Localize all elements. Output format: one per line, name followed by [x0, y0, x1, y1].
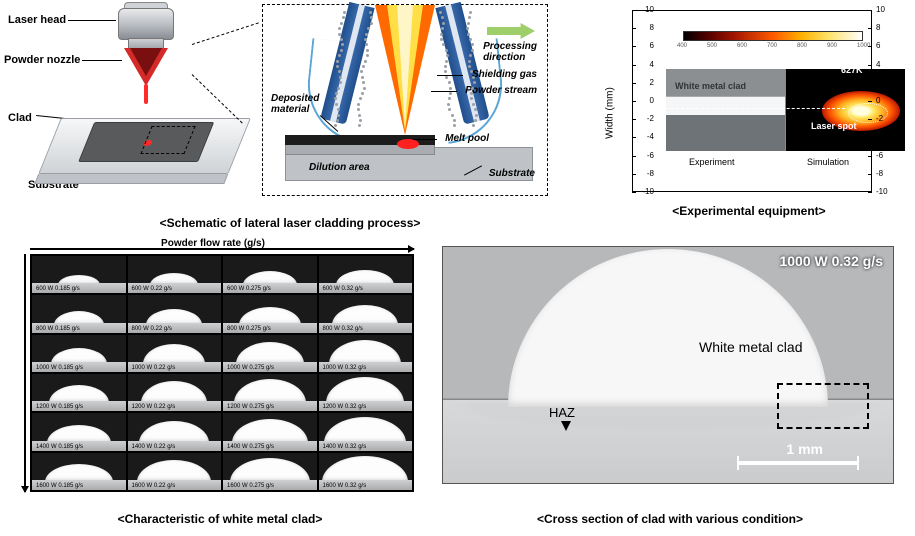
detail-melt-pool	[397, 139, 419, 149]
grid-cell: 1200 W 0.275 g/s	[223, 374, 317, 411]
scale-bar	[737, 461, 857, 465]
label-processing-direction: Processing direction	[483, 41, 537, 63]
grid-cell: 1400 W 0.275 g/s	[223, 413, 317, 450]
label-powder-stream: Powder stream	[465, 85, 537, 96]
grid-cell: 1600 W 0.32 g/s	[319, 453, 413, 490]
grid-cell: 1000 W 0.22 g/s	[128, 335, 222, 372]
micro-caption: <Cross section of clad with various cond…	[500, 512, 840, 526]
grid-cell: 800 W 0.32 g/s	[319, 295, 413, 332]
scale-bar-end	[737, 456, 739, 470]
grid-cells: 600 W 0.185 g/s600 W 0.22 g/s600 W 0.275…	[30, 254, 414, 492]
substrate-plate	[32, 100, 258, 190]
label-powder-nozzle: Powder nozzle	[4, 54, 80, 66]
grid-cell: 800 W 0.275 g/s	[223, 295, 317, 332]
schematic-caption: <Schematic of lateral laser cladding pro…	[100, 216, 480, 230]
expplot-panel: Width (mm) White metal clad 627K Laser s…	[600, 4, 898, 222]
schematic-panel: Laser head Powder nozzle Clad Substrate	[6, 4, 556, 222]
label-substrate-detail: Substrate	[489, 168, 535, 179]
grid-cell: 1400 W 0.22 g/s	[128, 413, 222, 450]
leader	[431, 91, 457, 92]
colorbar	[683, 31, 863, 41]
x-axis-arrow	[30, 248, 414, 250]
label-shielding-gas: Shielding gas	[472, 69, 537, 80]
label-deposited-material: Deposited material	[271, 93, 319, 115]
haz-arrow-icon	[561, 421, 571, 431]
grid-cell: 1400 W 0.185 g/s	[32, 413, 126, 450]
grid-cell: 800 W 0.22 g/s	[128, 295, 222, 332]
grid-cell: 1200 W 0.32 g/s	[319, 374, 413, 411]
laser-head-body	[118, 8, 174, 40]
grid-cell: 1000 W 0.275 g/s	[223, 335, 317, 372]
label-clad: Clad	[8, 112, 32, 124]
grid-cell: 600 W 0.275 g/s	[223, 256, 317, 293]
schematic-detail: Deposited material Dilution area Shieldi…	[262, 4, 548, 196]
grid-cell: 1000 W 0.185 g/s	[32, 335, 126, 372]
expplot-caption: <Experimental equipment>	[624, 204, 874, 218]
grid-cell: 600 W 0.185 g/s	[32, 256, 126, 293]
y-axis-arrow	[24, 254, 26, 492]
grid-panel: Powder flow rate (g/s) Laser power (W) 6…	[6, 238, 420, 516]
label-haz: HAZ	[549, 405, 575, 420]
label-627k: 627K	[841, 65, 863, 75]
schematic-iso: Laser head Powder nozzle Clad Substrate	[6, 4, 241, 194]
processing-direction-arrow	[487, 23, 535, 39]
label-white-metal-clad: White metal clad	[699, 339, 802, 355]
micro-title: 1000 W 0.32 g/s	[779, 253, 883, 269]
grid-cell: 600 W 0.22 g/s	[128, 256, 222, 293]
micrograph: 1000 W 0.32 g/s White metal clad HAZ 1 m…	[442, 246, 894, 484]
leader	[68, 20, 116, 21]
micro-panel: 1000 W 0.32 g/s White metal clad HAZ 1 m…	[442, 246, 894, 512]
label-white-metal-clad: White metal clad	[675, 81, 746, 91]
leader	[82, 60, 122, 61]
scale-label: 1 mm	[786, 441, 823, 457]
nozzle-cone-inner	[130, 48, 162, 76]
grid-cell: 600 W 0.32 g/s	[319, 256, 413, 293]
label-simulation: Simulation	[807, 157, 849, 167]
grid-cell: 1000 W 0.32 g/s	[319, 335, 413, 372]
zero-line	[666, 108, 845, 109]
beam-cone	[397, 5, 413, 127]
grid-cell: 1400 W 0.32 g/s	[319, 413, 413, 450]
y-axis-label: Width (mm)	[604, 87, 615, 139]
label-laser-head: Laser head	[8, 14, 66, 26]
shielding-gas-arc	[302, 38, 372, 144]
grid-cell: 1600 W 0.22 g/s	[128, 453, 222, 490]
scale-bar-end	[857, 456, 859, 470]
zoom-box	[777, 383, 869, 429]
grid-cell: 800 W 0.185 g/s	[32, 295, 126, 332]
grid-cell: 1200 W 0.22 g/s	[128, 374, 222, 411]
label-experiment: Experiment	[689, 157, 735, 167]
plot-axes: White metal clad 627K Laser spot Experim…	[632, 10, 872, 192]
leader	[413, 139, 437, 140]
grid-caption: <Characteristic of white metal clad>	[70, 512, 370, 526]
label-dilution-area: Dilution area	[309, 162, 370, 173]
grid-cell: 1200 W 0.185 g/s	[32, 374, 126, 411]
grid-cell: 1600 W 0.275 g/s	[223, 453, 317, 490]
leader	[437, 75, 463, 76]
label-melt-pool: Melt pool	[445, 133, 489, 144]
grid-cell: 1600 W 0.185 g/s	[32, 453, 126, 490]
label-laser-spot: Laser spot	[811, 121, 857, 131]
